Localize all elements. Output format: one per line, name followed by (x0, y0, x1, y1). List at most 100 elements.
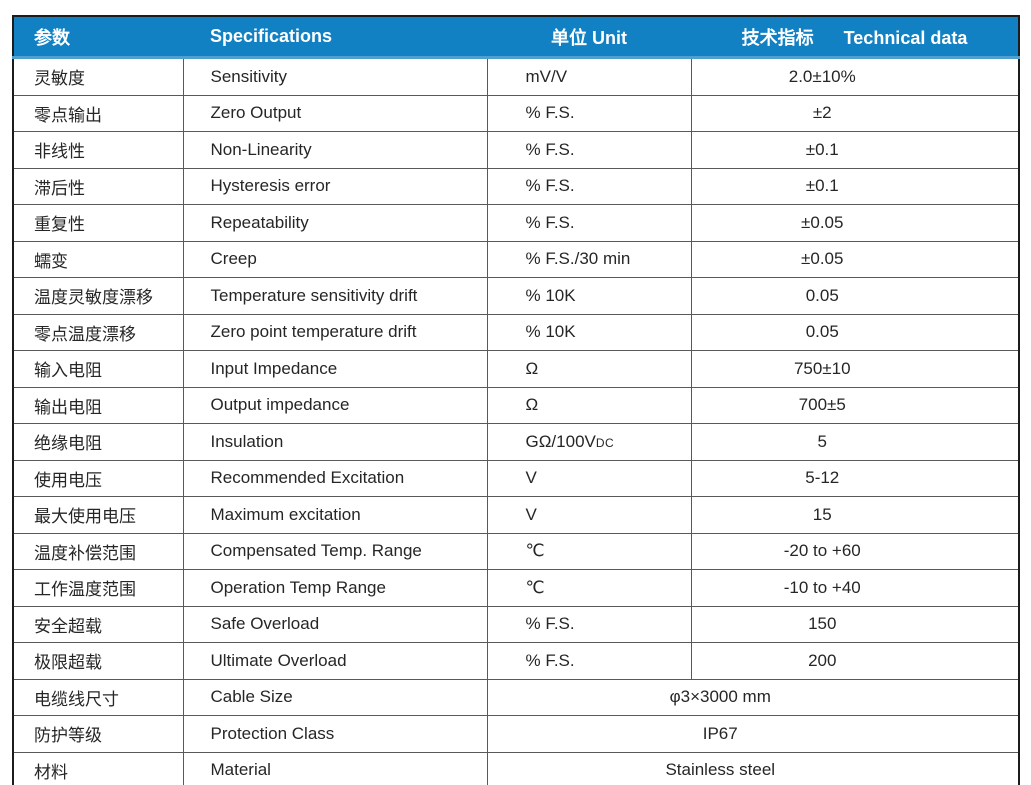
spec-cell: Maximum excitation (183, 496, 488, 533)
param-cell: 输出电阻 (13, 386, 184, 424)
unit-cell: V (487, 496, 692, 533)
table-row: 零点温度漂移 Zero point temperature drift% 10K 0… (13, 313, 1019, 351)
param-cell: 电缆线尺寸 (13, 678, 184, 716)
header-row: 参数 Specifications 单位 Unit 技术指标 Technical … (13, 16, 1019, 59)
unit-cell: mV/V (487, 57, 692, 95)
table-row: 防护等级 Protection Class IP67 (13, 715, 1019, 752)
unit-cell: % F.S. (487, 605, 692, 643)
param-cell: 绝缘电阻 (13, 423, 184, 460)
param-cell: 蠕变 (13, 240, 184, 278)
spec-cell: Creep (183, 240, 488, 278)
table-row: 温度灵敏度漂移 Temperature sensitivity drift% 10… (13, 277, 1019, 314)
param-cell: 滞后性 (13, 167, 184, 205)
spec-cell: Safe Overload (183, 605, 488, 643)
table-header: 参数 Specifications 单位 Unit 技术指标 Technical … (13, 16, 1019, 59)
unit-cell: % F.S. (487, 167, 692, 205)
param-cell: 重复性 (13, 204, 184, 241)
spec-cell: Non-Linearity (183, 131, 488, 168)
unit-cell: ℃ (487, 532, 692, 570)
spec-cell: Temperature sensitivity drift (183, 277, 488, 314)
technical-data-cell: ±0.1 (691, 131, 1019, 168)
table-row: 温度补偿范围 Compensated Temp. Range ℃ -20 to +60 (13, 532, 1019, 570)
param-cell: 材料 (13, 751, 184, 785)
merged-value-cell: Stainless steel (487, 751, 1019, 785)
param-cell: 温度灵敏度漂移 (13, 277, 184, 314)
technical-data-cell: 700±5 (691, 386, 1019, 424)
technical-data-cell: ±0.05 (691, 204, 1019, 241)
unit-cell: % F.S. (487, 204, 692, 241)
header-unit: 单位 Unit (487, 16, 691, 59)
technical-data-cell: 5 (691, 423, 1019, 460)
header-technical-data-zh: 技术指标 (741, 27, 814, 48)
spec-cell: Zero Output (183, 94, 488, 132)
header-technical-data-en: Technical data (843, 27, 968, 48)
technical-data-cell: 750±10 (691, 350, 1019, 387)
param-cell: 安全超载 (13, 605, 184, 643)
param-cell: 零点温度漂移 (13, 313, 184, 351)
spec-cell: Sensitivity (183, 57, 488, 95)
table-row: 最大使用电压 Maximum excitation V 15 (13, 496, 1019, 533)
technical-data-cell: ±2 (691, 94, 1019, 132)
table-row: 非线性 Non-Linearity% F.S. ±0.1 (13, 131, 1019, 168)
technical-data-cell: ±0.1 (691, 167, 1019, 205)
param-cell: 防护等级 (13, 715, 184, 752)
technical-data-cell: 0.05 (691, 277, 1019, 314)
unit-cell: Ω (487, 350, 692, 387)
header-specifications: Specifications (183, 16, 487, 59)
param-cell: 使用电压 (13, 459, 184, 497)
param-cell: 工作温度范围 (13, 569, 184, 606)
unit-cell: % F.S./30 min (487, 240, 692, 278)
spec-cell: Output impedance (183, 386, 488, 424)
spec-cell: Input Impedance (183, 350, 488, 387)
table-row: 极限超载 Ultimate Overload% F.S. 200 (13, 642, 1019, 679)
table-body: 灵敏度 Sensitivity mV/V 2.0±10% 零点输出 Zero Output… (13, 57, 1019, 785)
technical-data-cell: 5-12 (691, 459, 1019, 497)
spec-cell: Operation Temp Range (183, 569, 488, 606)
spec-cell: Cable Size (183, 678, 488, 716)
param-cell: 最大使用电压 (13, 496, 184, 533)
table-row: 工作温度范围 Operation Temp Range ℃ -10 to +40 (13, 569, 1019, 606)
technical-data-cell: 0.05 (691, 313, 1019, 351)
table-row: 绝缘电阻 Insulation GΩ/100VDC 5 (13, 423, 1019, 460)
unit-cell: % 10K (487, 313, 692, 351)
param-cell: 温度补偿范围 (13, 532, 184, 570)
specifications-table: 参数 Specifications 单位 Unit 技术指标 Technical … (12, 15, 1020, 785)
spec-cell: Material (183, 751, 488, 785)
unit-cell: ℃ (487, 569, 692, 606)
technical-data-cell: ±0.05 (691, 240, 1019, 278)
merged-value-cell: φ3×3000 mm (487, 678, 1019, 716)
param-cell: 灵敏度 (13, 57, 184, 95)
table-row: 灵敏度 Sensitivity mV/V 2.0±10% (13, 57, 1019, 95)
spec-cell: Insulation (183, 423, 488, 460)
spec-cell: Hysteresis error (183, 167, 488, 205)
unit-cell: Ω (487, 386, 692, 424)
table-row: 材料 Material Stainless steel (13, 751, 1019, 785)
technical-data-cell: -10 to +40 (691, 569, 1019, 606)
spec-cell: Protection Class (183, 715, 488, 752)
header-param: 参数 (13, 16, 183, 59)
param-cell: 零点输出 (13, 94, 184, 132)
param-cell: 输入电阻 (13, 350, 184, 387)
unit-cell: GΩ/100VDC (487, 423, 692, 460)
header-technical-data: 技术指标 Technical data (691, 16, 1019, 59)
table-row: 输入电阻 Input Impedance Ω 750±10 (13, 350, 1019, 387)
technical-data-cell: 15 (691, 496, 1019, 533)
spec-cell: Ultimate Overload (183, 642, 488, 679)
table-row: 电缆线尺寸 Cable Size φ3×3000 mm (13, 678, 1019, 716)
unit-cell: % 10K (487, 277, 692, 314)
spec-cell: Recommended Excitation (183, 459, 488, 497)
spec-cell: Repeatability (183, 204, 488, 241)
unit-cell: % F.S. (487, 94, 692, 132)
unit-cell: % F.S. (487, 642, 692, 679)
param-cell: 极限超载 (13, 642, 184, 679)
technical-data-cell: 200 (691, 642, 1019, 679)
technical-data-cell: 150 (691, 605, 1019, 643)
unit-cell: % F.S. (487, 131, 692, 168)
table-row: 重复性 Repeatability% F.S. ±0.05 (13, 204, 1019, 241)
table-row: 滞后性 Hysteresis error% F.S. ±0.1 (13, 167, 1019, 205)
technical-data-cell: -20 to +60 (691, 532, 1019, 570)
merged-value-cell: IP67 (487, 715, 1019, 752)
spec-cell: Compensated Temp. Range (183, 532, 488, 570)
table-row: 蠕变 Creep% F.S./30 min ±0.05 (13, 240, 1019, 278)
